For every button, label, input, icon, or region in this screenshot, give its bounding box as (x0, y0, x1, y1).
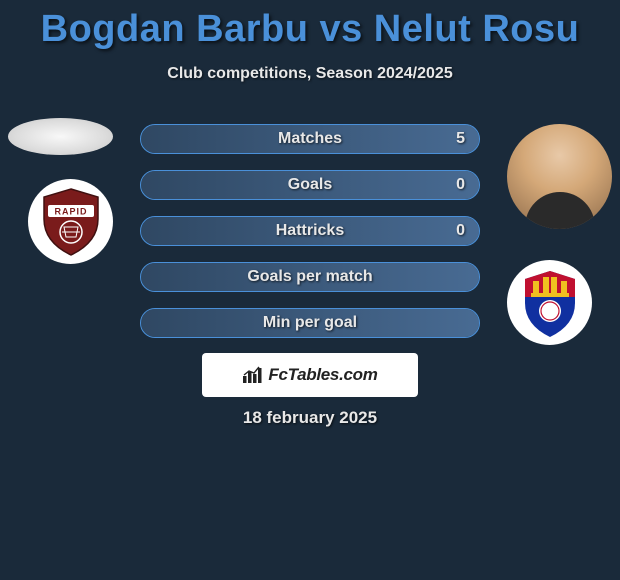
stat-value-right: 0 (456, 222, 465, 240)
page-title: Bogdan Barbu vs Nelut Rosu (0, 0, 620, 51)
bar-chart-icon (242, 366, 262, 384)
stat-value-right: 0 (456, 176, 465, 194)
subtitle: Club competitions, Season 2024/2025 (0, 65, 620, 83)
club-left-badge: RAPID (28, 179, 113, 264)
player-right-avatar (507, 124, 612, 229)
branding-text: FcTables.com (268, 365, 377, 385)
stat-label: Min per goal (263, 314, 357, 332)
stat-row-min-per-goal: Min per goal (140, 308, 480, 338)
stat-value-right: 5 (456, 130, 465, 148)
svg-text:RAPID: RAPID (54, 206, 87, 216)
player-left-avatar (8, 118, 113, 155)
stat-label: Goals (288, 176, 332, 194)
stat-label: Hattricks (276, 222, 344, 240)
branding-box: FcTables.com (202, 353, 418, 397)
shield-icon: RAPID (40, 187, 102, 257)
date-text: 18 february 2025 (0, 408, 620, 428)
stat-row-hattricks: Hattricks 0 (140, 216, 480, 246)
stat-row-goals-per-match: Goals per match (140, 262, 480, 292)
stat-row-goals: Goals 0 (140, 170, 480, 200)
club-right-badge (507, 260, 592, 345)
stat-row-matches: Matches 5 (140, 124, 480, 154)
shield-icon (519, 267, 581, 339)
stat-label: Matches (278, 130, 342, 148)
stats-block: Matches 5 Goals 0 Hattricks 0 Goals per … (140, 124, 480, 354)
stat-label: Goals per match (247, 268, 372, 286)
